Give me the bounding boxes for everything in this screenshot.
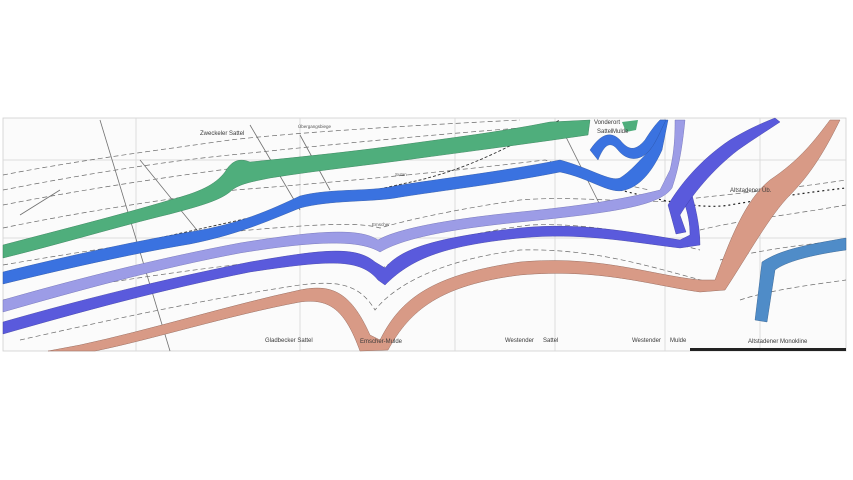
label-gladbecker-sattel: Gladbecker Sattel (265, 338, 313, 344)
salmon-layer (47, 119, 841, 352)
thrust-fault (149, 119, 561, 241)
label-altstadener-monokline: Altstadener Monokline (748, 339, 808, 345)
label-westender: Westender (505, 338, 534, 344)
steel-blue-layer (754, 237, 847, 323)
label-zweckel-sattel: Zweckeler Sattel (200, 131, 244, 137)
label-mulde-bottom: Mulde (670, 338, 687, 344)
label-altstadener-fault: Altstadener Üb. (730, 187, 772, 194)
label-emscher-mulde: Emscher-Mulde (360, 339, 403, 345)
label-emscher-small: Emscher (372, 222, 390, 227)
label-westender-2: Westender (632, 338, 661, 344)
bottom-bar (690, 348, 846, 351)
label-top-strip: Übergangsbiege (298, 123, 332, 129)
label-mulde-top: Mulde (612, 129, 629, 135)
green-block (622, 120, 638, 132)
label-sutan: Sutan (395, 172, 407, 177)
label-sattel-bottom: Sattel (543, 338, 558, 344)
blue-fold-vonderort (589, 119, 667, 161)
label-vonderort-sattel: Sattel (597, 129, 612, 135)
green-layer (2, 119, 591, 259)
blue-layer (2, 119, 669, 285)
light-violet-layer (2, 119, 686, 313)
right-blue-layer (667, 117, 781, 235)
label-vonderort: Vonderort (594, 120, 620, 126)
